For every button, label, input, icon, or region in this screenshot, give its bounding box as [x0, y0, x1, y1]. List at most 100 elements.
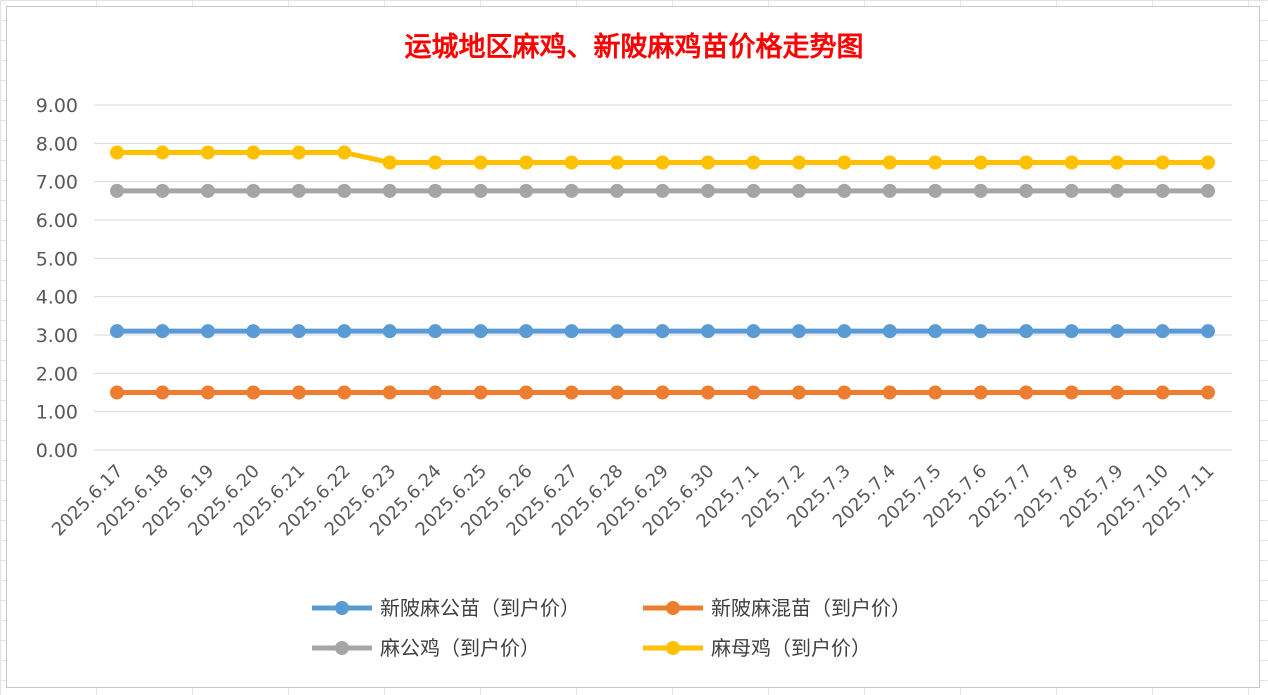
data-point	[655, 385, 670, 400]
y-tick-label: 0.00	[36, 440, 78, 462]
data-point	[110, 145, 124, 160]
data-point	[791, 385, 806, 400]
legend-label: 新陂麻混苗（到户价）	[711, 596, 911, 620]
data-point	[791, 155, 806, 170]
data-point	[382, 183, 397, 198]
data-point	[882, 385, 897, 400]
series-1	[110, 385, 1215, 400]
data-point	[337, 385, 352, 400]
legend-marker	[666, 601, 680, 615]
data-point	[1201, 385, 1215, 400]
chart-area[interactable]	[6, 6, 1260, 688]
data-point	[200, 145, 215, 160]
data-point	[291, 324, 306, 339]
data-point	[246, 145, 261, 160]
data-point	[473, 183, 488, 198]
data-point	[428, 183, 443, 198]
data-point	[473, 385, 488, 400]
data-point	[882, 324, 897, 339]
data-point	[700, 183, 715, 198]
data-point	[791, 324, 806, 339]
data-point	[246, 183, 261, 198]
data-point	[1064, 183, 1079, 198]
data-point	[928, 183, 943, 198]
data-point	[519, 155, 534, 170]
data-point	[837, 155, 852, 170]
data-point	[155, 145, 170, 160]
data-point	[1019, 183, 1034, 198]
y-tick-label: 1.00	[36, 402, 78, 424]
legend-marker	[666, 641, 680, 655]
data-point	[200, 183, 215, 198]
data-point	[928, 155, 943, 170]
y-axis-tick-labels: 0.00 1.00 2.00 3.00 4.00 5.00 6.00 7.00 8.00 9.00	[36, 95, 78, 462]
data-point	[928, 324, 943, 339]
data-point	[519, 183, 534, 198]
data-point	[1064, 324, 1079, 339]
legend-label: 麻母鸡（到户价）	[711, 636, 871, 660]
data-point	[155, 324, 170, 339]
data-point	[610, 324, 625, 339]
data-point	[928, 385, 943, 400]
data-point	[155, 385, 170, 400]
data-point	[973, 183, 988, 198]
y-tick-label: 5.00	[36, 248, 78, 270]
data-point	[1201, 183, 1215, 198]
data-point	[700, 324, 715, 339]
data-point	[791, 183, 806, 198]
data-point	[610, 183, 625, 198]
data-point	[700, 385, 715, 400]
legend-marker	[335, 601, 349, 615]
legend-item: 新陂麻混苗（到户价）	[643, 596, 911, 620]
data-point	[1155, 385, 1170, 400]
y-tick-label: 4.00	[36, 287, 78, 309]
data-point	[200, 385, 215, 400]
y-tick-label: 3.00	[36, 325, 78, 347]
data-point	[155, 183, 170, 198]
data-point	[746, 385, 761, 400]
data-point	[337, 324, 352, 339]
y-tick-label: 6.00	[36, 210, 78, 232]
data-point	[973, 155, 988, 170]
legend-item: 麻母鸡（到户价）	[643, 636, 871, 660]
data-point	[1201, 324, 1215, 339]
data-point	[110, 324, 124, 339]
data-point	[655, 183, 670, 198]
data-point	[1110, 155, 1125, 170]
data-point	[291, 145, 306, 160]
legend-label: 麻公鸡（到户价）	[380, 636, 540, 660]
data-point	[564, 324, 579, 339]
legend: 新陂麻公苗（到户价） 新陂麻混苗（到户价） 麻公鸡（到户价） 麻母鸡（到户价）	[312, 596, 911, 660]
data-point	[1064, 385, 1079, 400]
data-point	[110, 385, 124, 400]
series-lines	[110, 145, 1215, 400]
data-point	[1201, 155, 1215, 170]
data-point	[610, 385, 625, 400]
data-point	[382, 155, 397, 170]
data-point	[519, 324, 534, 339]
data-point	[564, 183, 579, 198]
data-point	[1155, 183, 1170, 198]
series-3	[110, 145, 1215, 170]
data-point	[700, 155, 715, 170]
data-point	[746, 324, 761, 339]
data-point	[564, 155, 579, 170]
data-point	[1110, 183, 1125, 198]
data-point	[837, 324, 852, 339]
data-point	[837, 183, 852, 198]
data-point	[428, 155, 443, 170]
legend-marker	[335, 641, 349, 655]
data-point	[291, 183, 306, 198]
data-point	[746, 183, 761, 198]
data-point	[1019, 385, 1034, 400]
data-point	[291, 385, 306, 400]
legend-item: 麻公鸡（到户价）	[312, 636, 540, 660]
data-point	[655, 155, 670, 170]
data-point	[200, 324, 215, 339]
data-point	[1155, 324, 1170, 339]
gridlines	[94, 104, 1232, 451]
data-point	[1110, 385, 1125, 400]
y-tick-label: 9.00	[36, 95, 78, 117]
data-point	[1155, 155, 1170, 170]
